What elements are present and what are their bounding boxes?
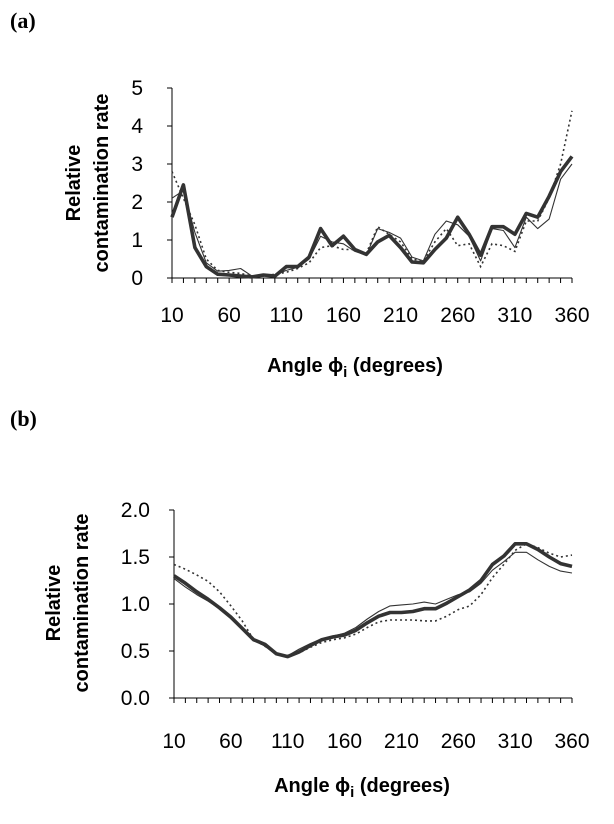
y-tick-label-a: 3: [131, 153, 143, 176]
y-tick-label-a: 5: [131, 77, 143, 100]
series-line-thick-a: [170, 155, 574, 279]
x-tick-label-a: 310: [497, 304, 532, 327]
y-axis-title-line-1-a: Relative: [63, 145, 85, 222]
y-axis-title-line-2-a: contamination rate: [91, 94, 113, 273]
y-tick-label-a: 1: [131, 229, 143, 252]
x-tick-label-a: 60: [217, 304, 240, 327]
x-axis-title-a: Angle ϕi (degrees): [267, 355, 443, 381]
x-tick-label-a: 110: [270, 304, 303, 327]
y-tick-label-a: 0: [131, 267, 143, 290]
series-line-dotted-a: [171, 110, 573, 277]
x-tick-label-a: 360: [554, 304, 589, 327]
panel-label-b: (b): [10, 406, 37, 431]
x-tick-label-a: 160: [326, 304, 361, 327]
x-tick-label-a: 210: [383, 304, 418, 327]
panel-label-a: (a): [10, 8, 36, 33]
y-tick-label-a: 4: [131, 115, 143, 138]
x-tick-label-a: 10: [160, 304, 183, 327]
x-tick-label-a: 260: [440, 304, 475, 327]
y-tick-label-a: 2: [131, 191, 143, 214]
series-line-thin-a: [171, 163, 573, 277]
